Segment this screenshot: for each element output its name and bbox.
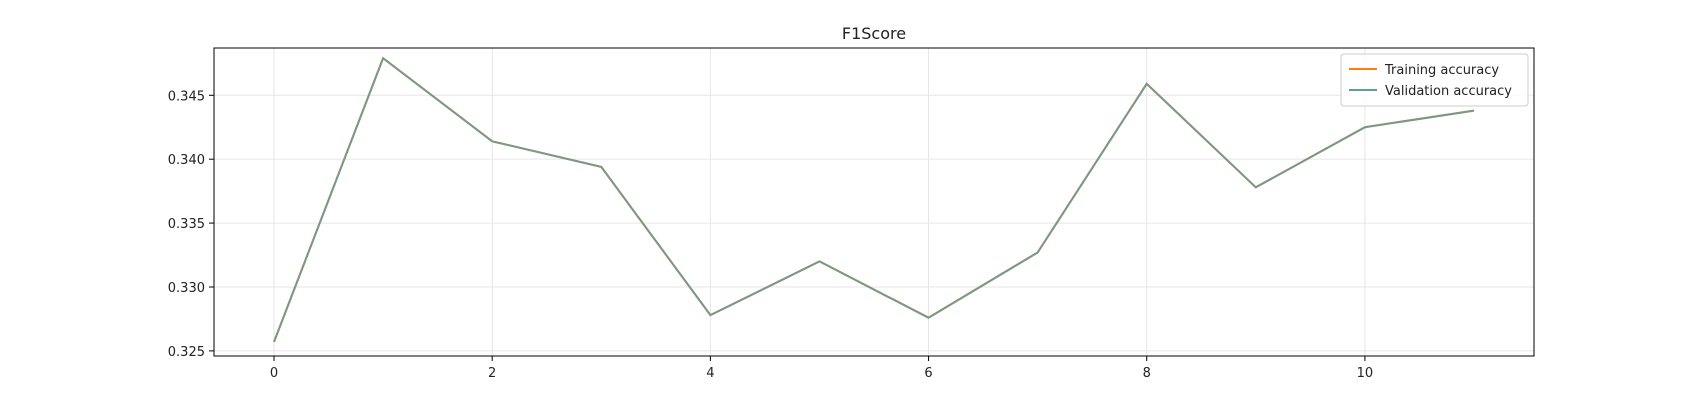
y-tick-label: 0.345 [168, 89, 205, 104]
legend: Training accuracy Validation accuracy [1340, 53, 1529, 107]
x-tick-label: 10 [1357, 366, 1374, 381]
x-tick-label: 0 [270, 366, 278, 381]
series-line-training-accuracy [273, 56, 1475, 343]
y-tick-label: 0.340 [168, 153, 205, 168]
axis-ticks: 0 2 4 6 8 10 0.325 0.330 0.335 0.340 0.345 [168, 89, 1373, 381]
legend-label: Training accuracy [1384, 63, 1499, 78]
series-lines [273, 56, 1475, 343]
y-tick-label: 0.330 [168, 281, 205, 296]
plot-area-frame [213, 47, 1535, 357]
x-tick-label: 6 [924, 366, 932, 381]
x-tick-label: 8 [1143, 366, 1151, 381]
series-line-validation-accuracy [273, 56, 1475, 343]
x-tick-label: 4 [706, 366, 714, 381]
legend-box [1340, 53, 1529, 107]
y-tick-label: 0.325 [168, 345, 205, 360]
y-tick-label: 0.335 [168, 217, 205, 232]
grid-lines [214, 48, 1534, 356]
chart-title: F1Score [842, 24, 906, 43]
legend-label: Validation accuracy [1385, 84, 1512, 99]
x-tick-label: 2 [488, 366, 496, 381]
